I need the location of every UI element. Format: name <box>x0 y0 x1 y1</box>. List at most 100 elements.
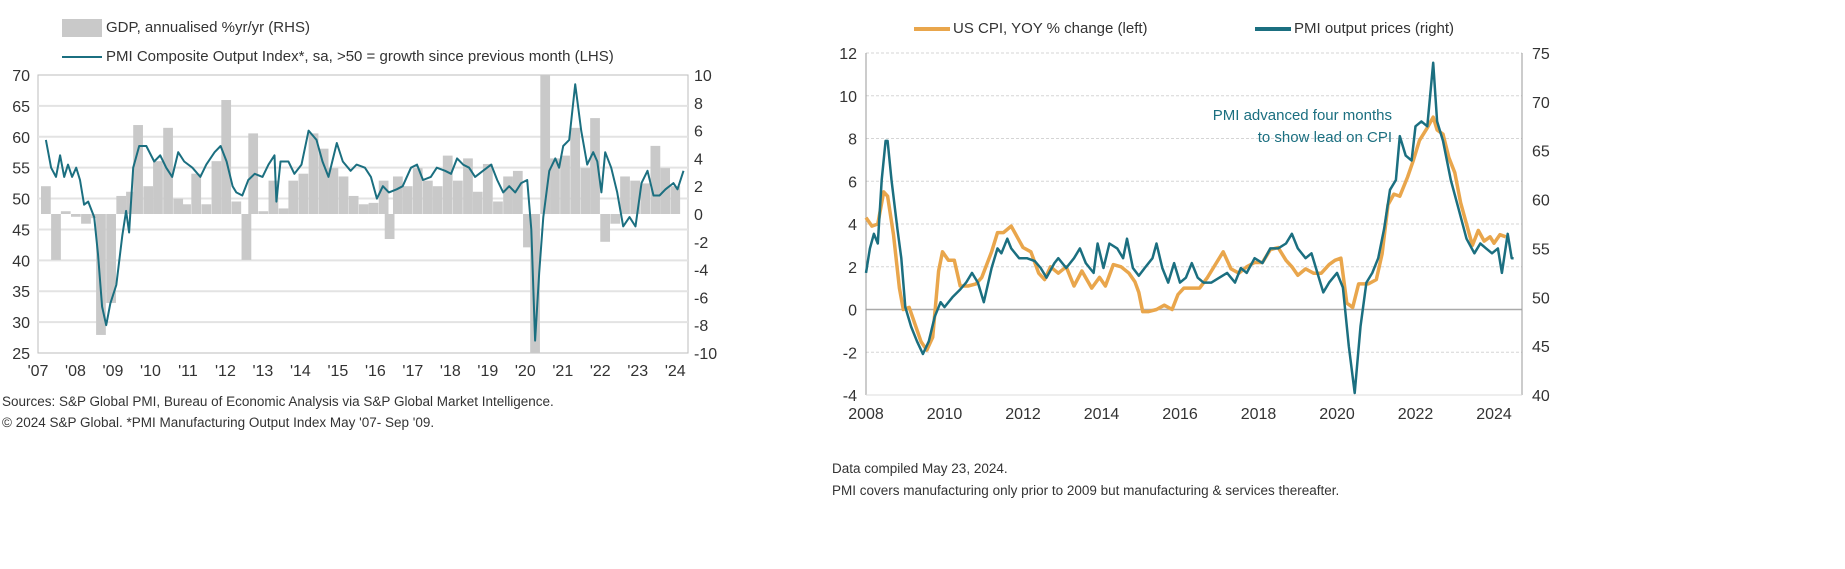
gdp-bar <box>368 202 379 214</box>
x-axis-tick: 2014 <box>1084 406 1120 423</box>
right-axis-tick: 70 <box>1532 95 1550 112</box>
x-axis-tick: '18 <box>440 363 461 380</box>
left-axis-tick: 25 <box>12 346 30 363</box>
legend-pmi-prices-label: PMI output prices (right) <box>1294 20 1455 37</box>
gdp-bar <box>133 125 143 214</box>
left-axis-tick: 70 <box>12 68 30 85</box>
copyright-note: © 2024 S&P Global. *PMI Manufacturing Ou… <box>2 415 435 430</box>
x-axis-tick: '12 <box>215 363 236 380</box>
x-axis-tick: '23 <box>627 363 648 380</box>
x-axis-tick: '14 <box>290 363 311 380</box>
x-axis-tick: 2020 <box>1319 406 1355 423</box>
right-axis-tick: -4 <box>694 263 708 280</box>
left-axis-tick: 0 <box>848 303 857 320</box>
coverage-note: PMI covers manufacturing only prior to 2… <box>832 483 1340 498</box>
gdp-bar <box>40 186 51 214</box>
gdp-bar <box>422 180 433 214</box>
left-axis-tick: 6 <box>848 174 857 191</box>
gdp-bar <box>51 214 61 260</box>
gdp-bar <box>560 155 570 214</box>
gdp-bar <box>570 127 581 214</box>
gdp-bar <box>278 208 289 214</box>
x-axis-tick: 2016 <box>1162 406 1198 423</box>
right-axis-tick: 8 <box>694 96 703 113</box>
data-compiled-note: Data compiled May 23, 2024. <box>832 461 1008 476</box>
left-axis-tick: 60 <box>12 130 30 147</box>
left-axis-tick: 65 <box>12 99 30 116</box>
pmi-output-prices-line <box>864 61 1514 395</box>
gdp-bar <box>442 155 453 214</box>
legend-cpi-swatch <box>914 27 950 31</box>
x-axis-tick: '07 <box>28 363 49 380</box>
legend-pmi-composite-label: PMI Composite Output Index*, sa, >50 = g… <box>106 48 614 65</box>
source-note: Sources: S&P Global PMI, Bureau of Econo… <box>2 394 554 409</box>
gdp-bar <box>493 201 503 214</box>
right-axis-tick: 65 <box>1532 144 1550 161</box>
right-axis-tick: 2 <box>694 179 703 196</box>
x-axis-tick: 2008 <box>848 406 884 423</box>
gdp-bar <box>463 158 473 214</box>
gdp-bar <box>620 176 630 214</box>
x-axis-tick: '10 <box>140 363 161 380</box>
x-axis-tick: 2010 <box>927 406 963 423</box>
gdp-bar <box>298 173 309 214</box>
x-axis-tick: '15 <box>327 363 348 380</box>
x-axis-tick: '20 <box>515 363 536 380</box>
gdp-bar <box>452 180 463 214</box>
x-axis-tick: '24 <box>665 363 686 380</box>
gdp-bar <box>318 148 329 214</box>
gdp-bar <box>402 186 413 214</box>
gdp-bar <box>348 195 359 214</box>
gdp-bar <box>530 214 540 353</box>
right-axis-tick: 75 <box>1532 46 1550 63</box>
gdp-bar <box>96 214 106 335</box>
x-axis-tick: '11 <box>178 363 198 380</box>
gdp-bar <box>610 214 621 224</box>
annotation-line-2: to show lead on CPI <box>1257 129 1392 146</box>
right-axis-tick: 60 <box>1532 193 1550 210</box>
left-axis-tick: 55 <box>12 161 30 178</box>
gdp-bar <box>512 170 523 214</box>
gdp-bar <box>308 133 319 214</box>
gdp-bar <box>384 214 395 240</box>
left-axis-tick: 35 <box>12 284 30 301</box>
gdp-bar <box>338 176 349 214</box>
gdp-bar <box>153 161 163 214</box>
gdp-bar <box>472 191 483 214</box>
gdp-bar <box>106 214 116 303</box>
right-axis-tick: 6 <box>694 124 703 141</box>
x-axis-tick: 2022 <box>1398 406 1434 423</box>
x-axis-tick: '08 <box>65 363 86 380</box>
gdp-bar <box>211 161 222 214</box>
legend-pmi-prices-swatch <box>1255 27 1291 31</box>
gdp-bar <box>221 100 232 214</box>
gdp-bar <box>432 186 443 214</box>
gdp-bar <box>81 214 91 224</box>
left-axis-tick: 30 <box>12 315 30 332</box>
left-axis-tick: 2 <box>848 260 857 277</box>
gdp-bar <box>650 145 661 214</box>
x-axis-tick: '19 <box>477 363 498 380</box>
x-axis-tick: '16 <box>365 363 386 380</box>
gdp-bar <box>248 133 259 214</box>
x-axis-tick: 2024 <box>1476 406 1512 423</box>
annotation-line-1: PMI advanced four months <box>1212 107 1392 124</box>
gdp-bar <box>392 176 403 214</box>
legend-cpi-label: US CPI, YOY % change (left) <box>953 20 1148 37</box>
gdp-bar <box>670 186 681 214</box>
right-axis-tick: -10 <box>694 346 717 363</box>
legend-pmi-composite-swatch <box>62 56 102 58</box>
right-axis-tick: -2 <box>694 235 708 252</box>
gdp-bar <box>181 204 191 214</box>
x-axis-tick: 2018 <box>1241 406 1277 423</box>
gdp-bar <box>288 180 299 214</box>
x-axis-tick: 2012 <box>1005 406 1041 423</box>
gdp-bar <box>540 75 551 214</box>
gdp-bar <box>600 214 611 242</box>
right-axis-tick: 10 <box>694 68 712 85</box>
x-axis-tick: '17 <box>402 363 423 380</box>
gdp-bar <box>503 176 513 214</box>
left-axis-tick: 50 <box>12 192 30 209</box>
